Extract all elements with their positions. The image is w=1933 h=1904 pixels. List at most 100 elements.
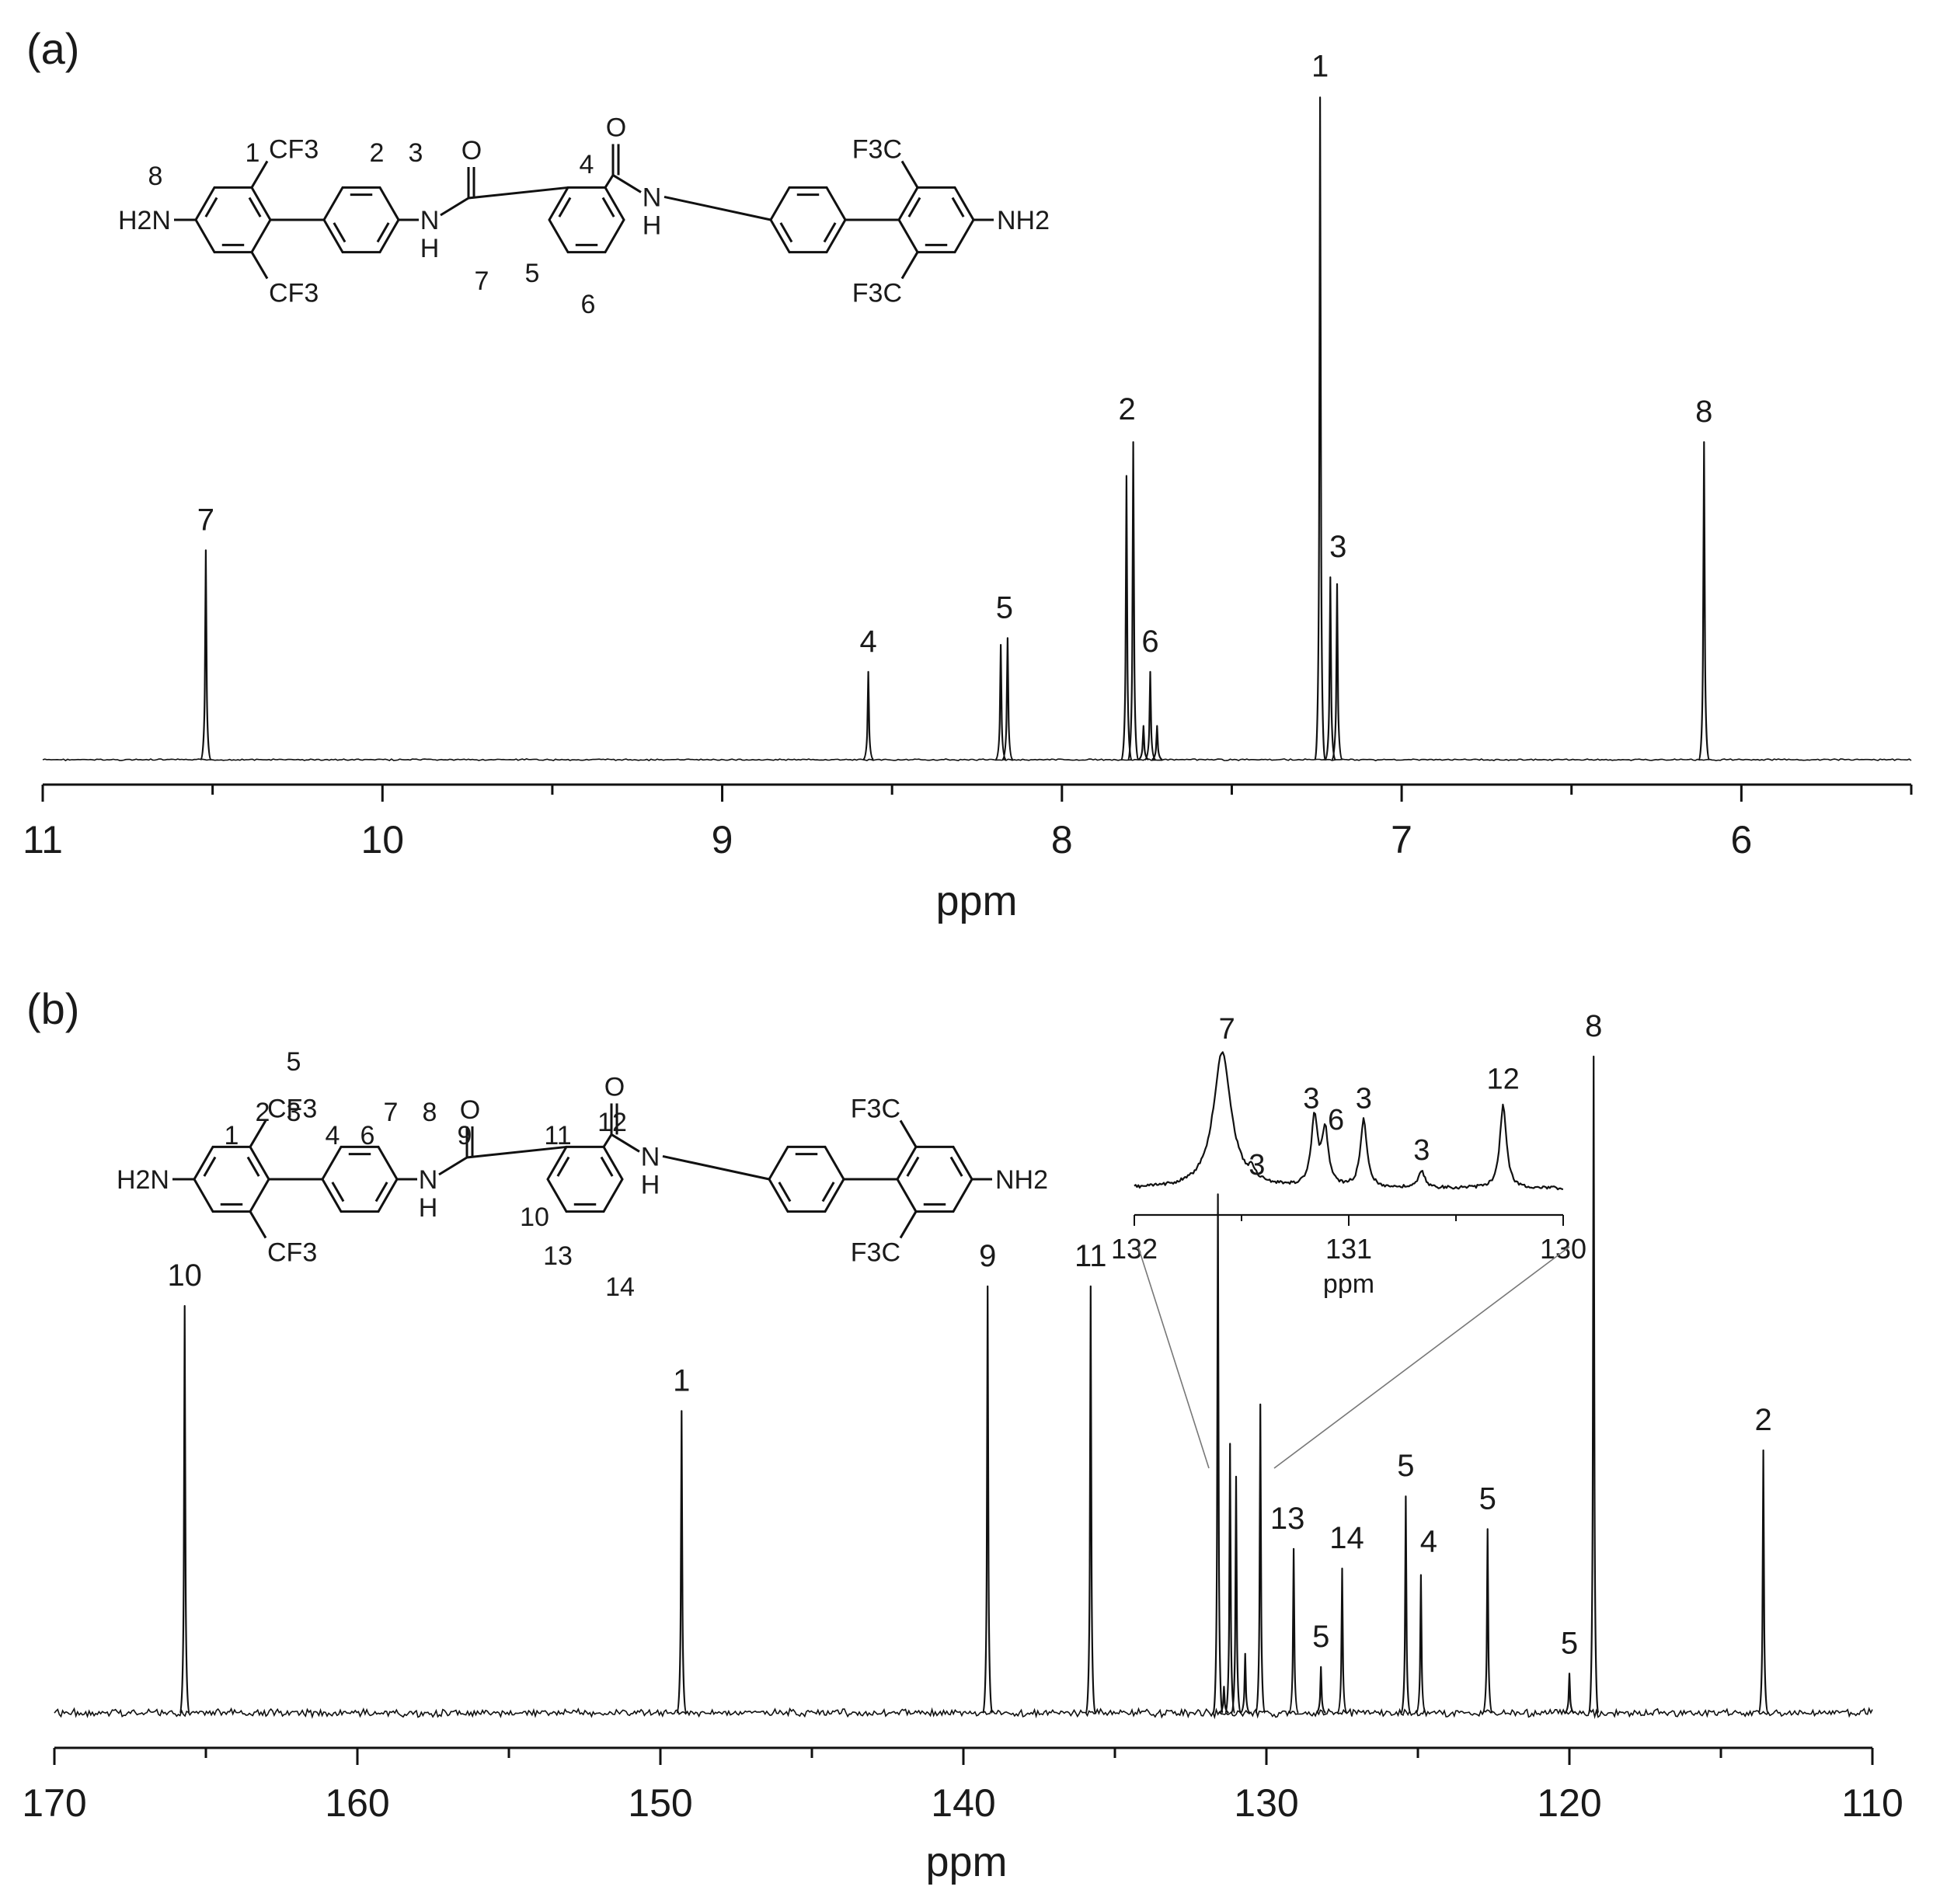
position-number: 6 [581, 290, 596, 319]
double-bond [906, 1156, 920, 1177]
peak-label: 10 [167, 1258, 202, 1293]
cf3-bond [899, 1210, 918, 1239]
double-bond [333, 222, 347, 243]
amide-bond [662, 1154, 770, 1181]
peak-label: 9 [979, 1239, 996, 1273]
peak-label: 5 [1561, 1626, 1578, 1660]
peak [1144, 670, 1156, 761]
peak [676, 1410, 688, 1714]
peak-label: 4 [1420, 1525, 1437, 1559]
double-bond [558, 197, 572, 218]
peak-label: 1 [673, 1363, 690, 1398]
cf3-bond [900, 251, 919, 280]
position-number: 1 [246, 138, 260, 168]
atom-label: O [604, 1072, 625, 1102]
atom-label: H [420, 234, 440, 263]
double-bond [204, 197, 218, 218]
peak [982, 1285, 994, 1714]
atom-label: CF3 [269, 279, 319, 308]
x-tick-label: 150 [628, 1781, 692, 1825]
peak-label: 2 [1118, 392, 1135, 426]
peak-label: 5 [1479, 1481, 1496, 1516]
peak [1231, 1475, 1242, 1714]
double-bond [556, 1156, 570, 1177]
position-number: 2 [370, 138, 385, 168]
x-tick-label: 10 [360, 818, 404, 861]
panel-b-label: (b) [26, 984, 79, 1033]
x-tick-label: 7 [1391, 818, 1412, 861]
benzene-ring [194, 186, 272, 254]
benzene-ring [768, 1145, 845, 1213]
peak-label: 7 [197, 503, 214, 537]
peak [1288, 1547, 1300, 1714]
amide-bond [440, 197, 469, 217]
peak [1315, 1666, 1326, 1714]
panel-a-peak-labels: 7 4 5 2 6 1 3 8 [197, 49, 1713, 659]
double-bond [374, 1182, 388, 1203]
cf3-bond [249, 1119, 267, 1148]
cf3-bond [250, 251, 269, 280]
position-number: 4 [580, 150, 594, 179]
double-bond [246, 1156, 260, 1177]
peak-label: 8 [1695, 395, 1712, 429]
inset-peak-label: 3 [1413, 1134, 1430, 1167]
peak [1224, 1443, 1236, 1714]
peak-label: 5 [1312, 1620, 1329, 1654]
peak-label: 14 [1329, 1521, 1364, 1555]
atom-label: NH2 [995, 1165, 1048, 1195]
x-tick-label: 120 [1537, 1781, 1601, 1825]
atom-label: CF3 [267, 1238, 317, 1268]
x-tick-label: 11 [23, 818, 63, 861]
benzene-ring [548, 186, 625, 254]
position-number: 7 [475, 266, 489, 296]
position-number: 8 [148, 162, 163, 191]
amide-bond [611, 1133, 640, 1153]
atom-label: F3C [851, 1094, 900, 1123]
x-tick-label: 160 [325, 1781, 389, 1825]
atom-label: O [460, 1095, 480, 1125]
zoom-connector-left [1137, 1246, 1210, 1469]
spectrum-baseline [42, 758, 1912, 762]
peak-label: 13 [1270, 1502, 1305, 1536]
peak [1314, 96, 1326, 761]
atom-label: H2N [117, 1165, 169, 1195]
double-bond [601, 197, 615, 218]
atom-label: NH2 [997, 206, 1050, 235]
inset-tick-label: 131 [1325, 1233, 1372, 1265]
panel-a-label: (a) [26, 24, 79, 73]
peak [1588, 1055, 1600, 1714]
panel-a-x-axis-title: ppm [935, 878, 1017, 924]
inset-peak-label: 12 [1487, 1063, 1520, 1096]
double-bond [600, 1156, 614, 1177]
inset-peak-label: 3 [1303, 1083, 1319, 1116]
peak [1151, 725, 1163, 761]
peak [1757, 1449, 1769, 1714]
double-bond [951, 197, 965, 218]
peak [1331, 583, 1343, 761]
peak [1212, 1193, 1224, 1714]
x-tick-label: 9 [712, 818, 733, 861]
x-tick-label: 130 [1234, 1781, 1298, 1825]
position-number: 11 [544, 1121, 571, 1150]
peak [200, 549, 212, 761]
atom-label: F3C [852, 279, 902, 308]
peak-label: 1 [1311, 49, 1329, 83]
position-number: 8 [423, 1098, 437, 1127]
inset-peak-label: 7 [1219, 1013, 1235, 1046]
benzene-ring [321, 1145, 399, 1213]
peak [179, 1305, 190, 1714]
amide-bond [663, 195, 771, 221]
benzene-ring [546, 1145, 624, 1213]
peak-label: 3 [1329, 530, 1346, 564]
position-number: 12 [597, 1108, 627, 1137]
atom-label: N [641, 1142, 660, 1171]
double-bond [376, 222, 390, 243]
peak-label: 11 [1074, 1239, 1107, 1273]
peak [1218, 1686, 1229, 1714]
x-tick-label: 140 [931, 1781, 995, 1825]
atom-label: F3C [851, 1238, 900, 1268]
peak [1415, 1574, 1426, 1714]
double-bond [823, 222, 837, 243]
